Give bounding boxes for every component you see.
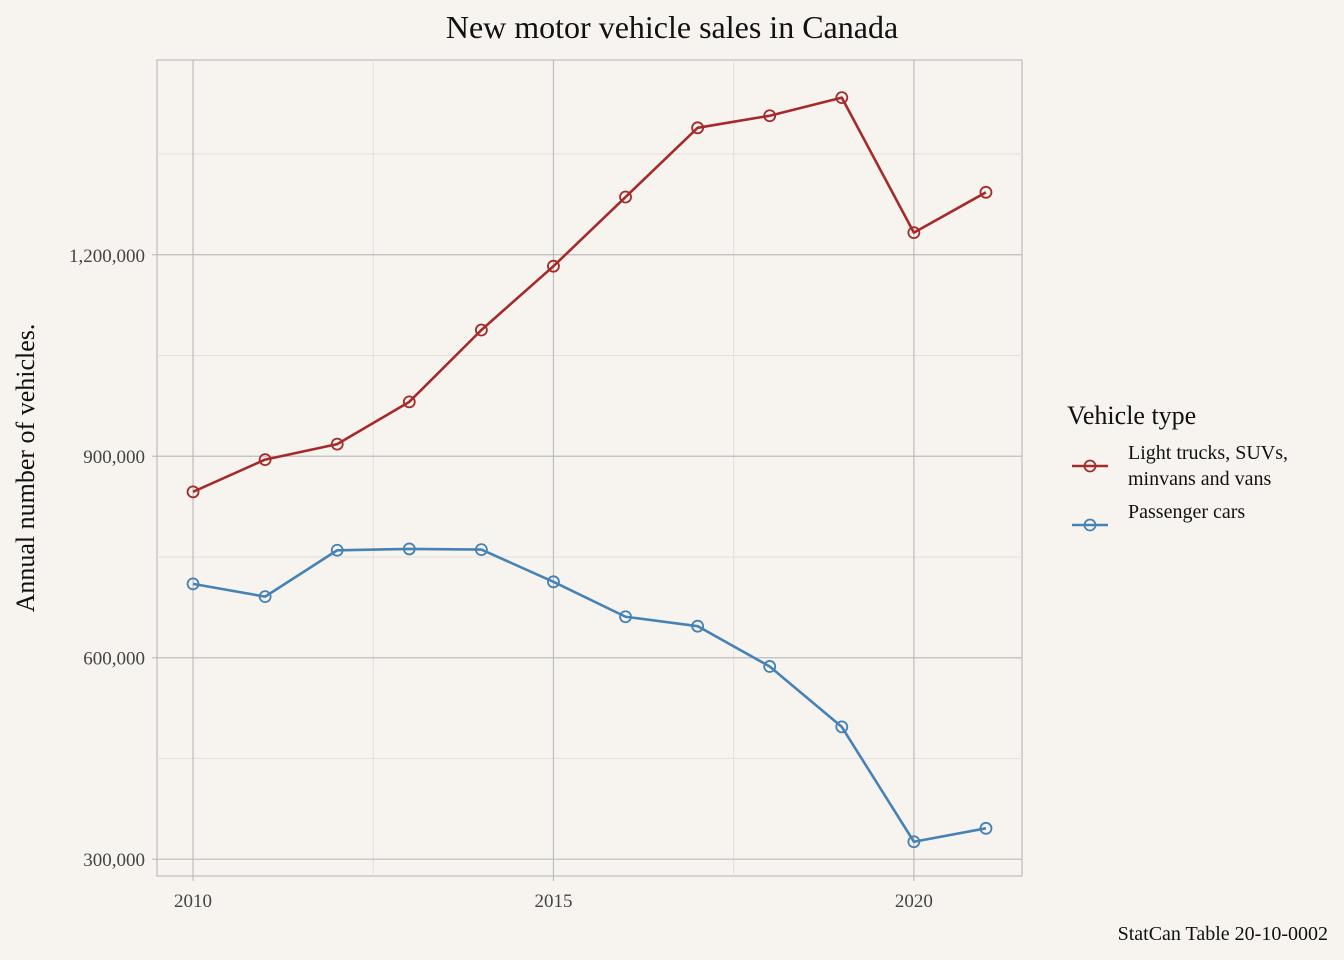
data-point bbox=[186, 577, 200, 591]
gridlines bbox=[157, 60, 1022, 876]
data-point bbox=[402, 395, 416, 409]
legend-key-marker bbox=[1083, 459, 1097, 473]
legend-label-line: minvans and vans bbox=[1128, 468, 1272, 490]
panel-border bbox=[156, 59, 1023, 877]
y-axis: 300,000 600,000 900,000 1,200,000 bbox=[69, 246, 157, 871]
x-tick-label: 2015 bbox=[534, 891, 572, 912]
data-point bbox=[691, 619, 705, 633]
data-point bbox=[907, 835, 921, 849]
x-tick-label: 2020 bbox=[895, 891, 933, 912]
plot-panel bbox=[156, 59, 1023, 877]
legend-label: Light trucks, SUVs, minvans and vans bbox=[1128, 442, 1288, 490]
chart-caption: StatCan Table 20-10-0002 bbox=[1118, 923, 1328, 945]
legend-items: Light trucks, SUVs, minvans and vans Passe… bbox=[1072, 442, 1288, 532]
x-tick-label: 2010 bbox=[174, 891, 212, 912]
data-point bbox=[979, 185, 993, 199]
data-point bbox=[691, 121, 705, 135]
data-point bbox=[474, 543, 488, 556]
legend-label: Passenger cars bbox=[1128, 501, 1245, 523]
series-1 bbox=[186, 542, 993, 849]
legend-item-1: Passenger cars bbox=[1072, 501, 1245, 532]
data-point bbox=[619, 190, 632, 204]
data-point bbox=[474, 323, 488, 337]
series-layer bbox=[186, 91, 993, 849]
data-point bbox=[763, 660, 777, 673]
data-point bbox=[547, 259, 560, 273]
legend-label-line: Passenger cars bbox=[1128, 501, 1245, 523]
data-point bbox=[907, 226, 921, 240]
chart-title: New motor vehicle sales in Canada bbox=[446, 9, 898, 45]
y-tick-label: 300,000 bbox=[83, 850, 145, 871]
data-point bbox=[835, 91, 849, 105]
legend-label-line: Light trucks, SUVs, bbox=[1128, 442, 1288, 464]
series-0 bbox=[186, 91, 993, 499]
x-axis: 2010 2015 2020 bbox=[174, 876, 933, 912]
data-point bbox=[402, 542, 416, 556]
data-point bbox=[835, 720, 849, 734]
data-point bbox=[330, 543, 344, 557]
y-tick-label: 900,000 bbox=[83, 447, 145, 468]
legend: Vehicle type Light trucks, SUVs, minvans … bbox=[1067, 401, 1288, 532]
legend-key-marker bbox=[1083, 518, 1097, 532]
data-point bbox=[619, 610, 632, 624]
series-line bbox=[192, 547, 987, 844]
y-tick-label: 1,200,000 bbox=[69, 246, 145, 267]
data-point bbox=[330, 437, 344, 451]
data-point bbox=[547, 575, 560, 589]
data-point bbox=[258, 453, 272, 467]
data-point bbox=[258, 590, 272, 604]
y-axis-label: Annual number of vehicles. bbox=[11, 324, 40, 613]
y-tick-label: 600,000 bbox=[83, 649, 145, 670]
legend-title: Vehicle type bbox=[1067, 401, 1196, 430]
data-point bbox=[979, 821, 993, 835]
data-point bbox=[763, 109, 777, 123]
data-point bbox=[186, 485, 200, 499]
series-line bbox=[192, 96, 987, 494]
legend-item-0: Light trucks, SUVs, minvans and vans bbox=[1072, 442, 1288, 490]
